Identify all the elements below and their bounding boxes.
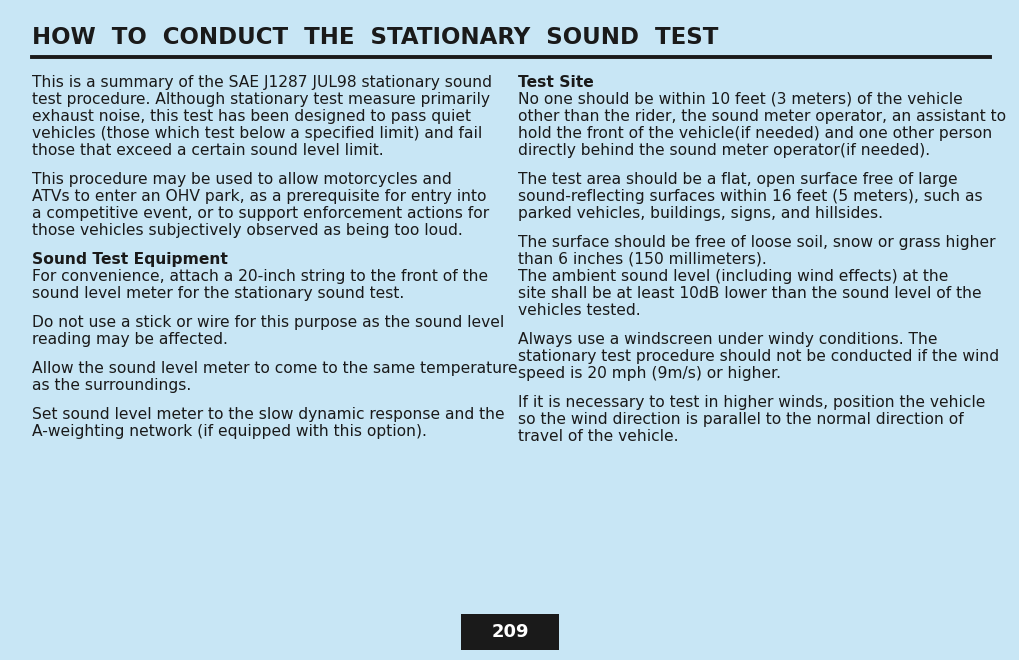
Text: This procedure may be used to allow motorcycles and: This procedure may be used to allow moto… bbox=[32, 172, 451, 187]
Text: A-weighting network (if equipped with this option).: A-weighting network (if equipped with th… bbox=[32, 424, 427, 439]
Text: The test area should be a flat, open surface free of large: The test area should be a flat, open sur… bbox=[518, 172, 957, 187]
Text: sound level meter for the stationary sound test.: sound level meter for the stationary sou… bbox=[32, 286, 404, 301]
Text: No one should be within 10 feet (3 meters) of the vehicle: No one should be within 10 feet (3 meter… bbox=[518, 92, 962, 107]
Text: Test Site: Test Site bbox=[518, 75, 593, 90]
Text: other than the rider, the sound meter operator, an assistant to: other than the rider, the sound meter op… bbox=[518, 109, 1005, 124]
Text: Always use a windscreen under windy conditions. The: Always use a windscreen under windy cond… bbox=[518, 332, 936, 347]
Text: so the wind direction is parallel to the normal direction of: so the wind direction is parallel to the… bbox=[518, 412, 963, 427]
Text: Do not use a stick or wire for this purpose as the sound level: Do not use a stick or wire for this purp… bbox=[32, 315, 503, 330]
Text: speed is 20 mph (9m/s) or higher.: speed is 20 mph (9m/s) or higher. bbox=[518, 366, 781, 381]
Text: HOW  TO  CONDUCT  THE  STATIONARY  SOUND  TEST: HOW TO CONDUCT THE STATIONARY SOUND TEST bbox=[32, 26, 717, 50]
Text: a competitive event, or to support enforcement actions for: a competitive event, or to support enfor… bbox=[32, 206, 489, 221]
Text: For convenience, attach a 20-inch string to the front of the: For convenience, attach a 20-inch string… bbox=[32, 269, 488, 284]
Text: those vehicles subjectively observed as being too loud.: those vehicles subjectively observed as … bbox=[32, 223, 463, 238]
Text: as the surroundings.: as the surroundings. bbox=[32, 378, 192, 393]
Text: vehicles (those which test below a specified limit) and fail: vehicles (those which test below a speci… bbox=[32, 126, 482, 141]
Text: Sound Test Equipment: Sound Test Equipment bbox=[32, 252, 227, 267]
Text: those that exceed a certain sound level limit.: those that exceed a certain sound level … bbox=[32, 143, 383, 158]
Text: test procedure. Although stationary test measure primarily: test procedure. Although stationary test… bbox=[32, 92, 489, 107]
Text: 209: 209 bbox=[491, 623, 528, 641]
Text: The surface should be free of loose soil, snow or grass higher: The surface should be free of loose soil… bbox=[518, 235, 995, 250]
Text: site shall be at least 10dB lower than the sound level of the: site shall be at least 10dB lower than t… bbox=[518, 286, 980, 301]
Text: Set sound level meter to the slow dynamic response and the: Set sound level meter to the slow dynami… bbox=[32, 407, 504, 422]
Text: than 6 inches (150 millimeters).: than 6 inches (150 millimeters). bbox=[518, 252, 766, 267]
FancyBboxPatch shape bbox=[461, 614, 558, 650]
Text: travel of the vehicle.: travel of the vehicle. bbox=[518, 429, 678, 444]
Text: Allow the sound level meter to come to the same temperature: Allow the sound level meter to come to t… bbox=[32, 361, 517, 376]
Text: vehicles tested.: vehicles tested. bbox=[518, 303, 640, 318]
Text: If it is necessary to test in higher winds, position the vehicle: If it is necessary to test in higher win… bbox=[518, 395, 984, 410]
Text: The ambient sound level (including wind effects) at the: The ambient sound level (including wind … bbox=[518, 269, 948, 284]
Text: hold the front of the vehicle(if needed) and one other person: hold the front of the vehicle(if needed)… bbox=[518, 126, 991, 141]
Text: exhaust noise, this test has been designed to pass quiet: exhaust noise, this test has been design… bbox=[32, 109, 471, 124]
Text: sound-reflecting surfaces within 16 feet (5 meters), such as: sound-reflecting surfaces within 16 feet… bbox=[518, 189, 981, 204]
Text: parked vehicles, buildings, signs, and hillsides.: parked vehicles, buildings, signs, and h… bbox=[518, 206, 882, 221]
Text: ATVs to enter an OHV park, as a prerequisite for entry into: ATVs to enter an OHV park, as a prerequi… bbox=[32, 189, 486, 204]
Text: stationary test procedure should not be conducted if the wind: stationary test procedure should not be … bbox=[518, 349, 999, 364]
Text: directly behind the sound meter operator(if needed).: directly behind the sound meter operator… bbox=[518, 143, 929, 158]
Text: reading may be affected.: reading may be affected. bbox=[32, 332, 227, 347]
Text: This is a summary of the SAE J1287 JUL98 stationary sound: This is a summary of the SAE J1287 JUL98… bbox=[32, 75, 491, 90]
